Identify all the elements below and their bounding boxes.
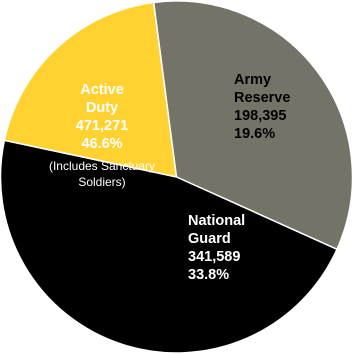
label-national-guard: National Guard 341,589 33.8% bbox=[188, 213, 245, 283]
active-duty-name-line1: Active bbox=[80, 82, 124, 98]
pie-slice-reserve bbox=[3, 1, 178, 178]
pie-slice-guard bbox=[152, 0, 353, 251]
label-army-reserve: Army Reserve 198,395 19.6% bbox=[234, 72, 290, 142]
active-duty-note-line2: Soldiers) bbox=[78, 175, 125, 189]
army-reserve-name-line1: Army bbox=[234, 72, 271, 88]
label-active-duty: Active Duty 471,271 46.6% (Includes Sanc… bbox=[49, 82, 155, 189]
active-duty-note-line1: (Includes Sanctuary bbox=[49, 159, 155, 173]
active-duty-percent: 46.6% bbox=[81, 136, 122, 152]
pie-slice-active bbox=[0, 139, 338, 354]
national-guard-count: 341,589 bbox=[188, 249, 240, 265]
active-duty-count: 471,271 bbox=[76, 118, 128, 134]
national-guard-name-line1: National bbox=[188, 213, 245, 229]
national-guard-name-line2: Guard bbox=[188, 231, 231, 247]
army-reserve-count: 198,395 bbox=[234, 108, 286, 124]
active-duty-name-line2: Duty bbox=[86, 100, 118, 116]
army-reserve-name-line2: Reserve bbox=[234, 90, 290, 106]
army-reserve-percent: 19.6% bbox=[234, 126, 275, 142]
national-guard-percent: 33.8% bbox=[188, 267, 229, 283]
